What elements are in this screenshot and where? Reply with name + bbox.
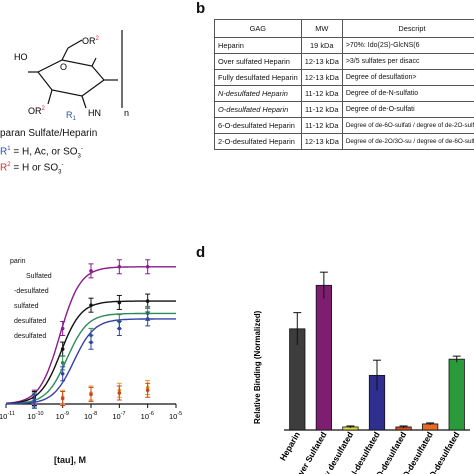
cell-mw: 12-13 kDa (300, 53, 343, 70)
legend-item: sulfated (14, 303, 39, 310)
cell-desc: Degree of de-O-sulfati (341, 101, 474, 118)
table-row: Fully desulfated Heparin 12-13 kDa Degree … (214, 69, 474, 86)
data-point (60, 326, 65, 331)
oh-label: HO (14, 52, 28, 62)
cell-desc: Degree of de-2O/3O-su / degree of de-6O-… (341, 133, 474, 150)
cell-mw: 11-12 kDa (300, 117, 343, 134)
cell-desc: Degree of desulfation> (341, 69, 474, 86)
cell-gag: N-desulfated Heparin (214, 85, 302, 102)
x-tick-label: 10-11 (0, 411, 15, 421)
cell-desc: >70%: Ido(2S)-GlcNS(6 (341, 37, 474, 54)
bar (315, 284, 332, 431)
legend-item: parin (10, 258, 26, 265)
data-point (117, 300, 122, 305)
data-point (60, 372, 65, 376)
ring-bond (67, 39, 83, 49)
curve-x-axis-label: [tau], M (54, 455, 86, 465)
table-row: Over sulfated Heparin 12-13 kDa >3/5 sulfa… (214, 53, 474, 70)
header-gag: GAG (214, 19, 302, 38)
data-point (89, 269, 93, 273)
data-point (145, 299, 150, 303)
panel-letter-d: d (196, 244, 206, 261)
cell-gag: 6-O-desulfated Heparin (214, 117, 302, 134)
structure-caption: paran Sulfate/Heparin (0, 128, 98, 139)
ring-bond-outline (37, 59, 105, 97)
cell-desc: Degree of de-6O-sulfati / degree of de-2… (341, 117, 474, 134)
cell-gag: Heparin (214, 37, 302, 54)
data-point (145, 264, 150, 269)
x-tick-label: 10-5 (169, 411, 182, 421)
bar (448, 358, 465, 431)
r1-definition: R1 = H, Ac, or SO3- (0, 146, 83, 160)
binding-curve-chart: 10-11 10-10 10-9 10-8 10-7 10-6 10-5 (0, 259, 182, 421)
data-point (117, 326, 122, 331)
x-tick-label: 10-9 (56, 411, 69, 421)
table-row: O-desulfated Heparin 11-12 kDa Degree of d… (214, 101, 474, 118)
cell-gag: Over sulfated Heparin (214, 53, 302, 70)
data-point (145, 317, 150, 321)
repeat-n-label: n (124, 108, 129, 118)
cell-gag: O-desulfated Heparin (214, 101, 302, 118)
table-row: 6-O-desulfated Heparin 11-12 kDa Degree of… (214, 117, 474, 134)
panel-letter-b: b (196, 0, 206, 17)
cell-desc: Degree of de-N-sulfatio (341, 85, 474, 102)
x-tick-label: 10-10 (27, 411, 43, 421)
category-label: Heparin (278, 430, 302, 462)
ring-bond (61, 47, 69, 61)
data-point (145, 388, 150, 393)
data-point (32, 399, 37, 404)
r2-top-label: OR2 (82, 36, 100, 46)
cell-mw: 11-12 kDa (300, 85, 343, 102)
cell-desc: >3/5 sulfates per disacc (341, 53, 474, 70)
binding-bar-chart: Relative Binding (Normalized)HeparinOver… (253, 271, 470, 474)
table-row: N-desulfated Heparin 11-12 kDa Degree of d… (214, 85, 474, 102)
legend-item: desulfated (14, 318, 47, 325)
x-tick-label: 10-7 (112, 411, 125, 421)
data-point (89, 303, 93, 307)
oxygen-label: O (60, 62, 67, 72)
legend-item: desulfated (14, 333, 47, 340)
data-point (117, 391, 122, 395)
cell-mw: 12-13 kDa (300, 133, 343, 150)
table-row: 2-O-desulfated Heparin 12-13 kDa Degree of… (214, 133, 474, 150)
data-point (60, 361, 65, 365)
data-point (89, 392, 93, 397)
legend-item: -desulfated (14, 288, 49, 295)
data-point (60, 347, 65, 351)
data-point (60, 396, 65, 401)
y-axis-label: Relative Binding (Normalized) (253, 310, 262, 424)
x-tick-label: 10-8 (84, 411, 97, 421)
cell-gag: Fully desulfated Heparin (214, 69, 302, 86)
header-mw: MW (300, 19, 343, 38)
ring-bond (81, 95, 87, 109)
cell-mw: 11-12 kDa (300, 101, 343, 118)
r2-bottom-label: OR2 (28, 106, 46, 116)
legend-item: Sulfated (26, 273, 52, 280)
hn-label: HN (88, 108, 101, 118)
cell-mw: 19 kDa (300, 37, 343, 54)
table-header-row: GAG MW Descript (214, 19, 474, 38)
ring-bond (91, 57, 97, 67)
x-tick-label: 10-6 (141, 411, 154, 421)
header-description: Descript (341, 19, 474, 38)
curve-legend: parin Sulfated -desulfated sulfated desulfat… (0, 258, 80, 358)
heparan-structure-diagram: O HO OR2 OR2 R1 HN n (14, 30, 129, 122)
data-point (117, 264, 122, 269)
ring-bond (47, 89, 53, 105)
table-row: Heparin 19 kDa >70%: Ido(2S)-GlcNS(6 (214, 37, 474, 54)
r2-definition: R2 = H or SO3- (0, 162, 64, 176)
cell-mw: 12-13 kDa (300, 69, 343, 86)
data-point (89, 340, 93, 345)
gag-table: GAG MW Descript Heparin 19 kDa >70%: Ido(2… (214, 19, 474, 150)
r1-label: R1 (66, 110, 77, 122)
cell-gag: 2-O-desulfated Heparin (214, 133, 302, 150)
